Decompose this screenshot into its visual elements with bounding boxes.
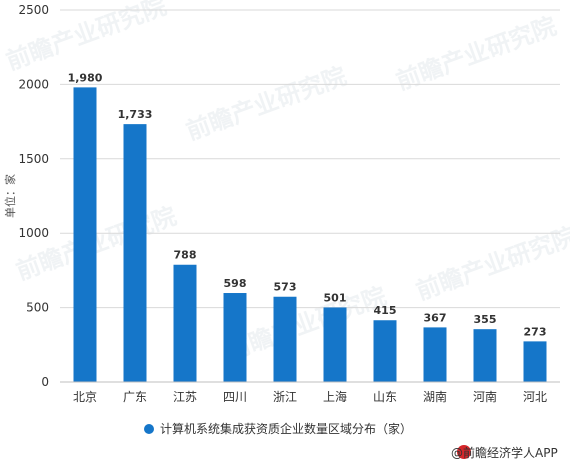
x-tick-label: 河南 — [473, 389, 497, 404]
x-tick-label: 浙江 — [273, 390, 297, 404]
source-credit: @前瞻经济学人APP — [451, 445, 558, 460]
x-tick-label: 江苏 — [173, 390, 197, 404]
data-label: 273 — [524, 325, 547, 338]
data-label: 415 — [374, 304, 397, 317]
x-axis-ticks: 北京 广东 江苏 四川 浙江 上海 山东 湖南 河南 河北 — [73, 389, 547, 404]
y-tick-label: 0 — [41, 375, 49, 389]
y-axis-label: 单位：家 — [3, 174, 17, 218]
data-label: 788 — [174, 249, 197, 262]
y-tick-label: 2500 — [18, 3, 49, 17]
source-text: @前瞻经济学人APP — [451, 445, 558, 460]
x-tick-label: 河北 — [523, 390, 547, 404]
y-tick-label: 1500 — [18, 152, 49, 166]
bars — [73, 87, 547, 382]
data-label: 367 — [424, 311, 447, 324]
bar — [123, 124, 147, 382]
watermark-text: 前瞻产业研究院 — [182, 62, 349, 146]
data-label: 1,733 — [118, 108, 153, 121]
legend: 计算机系统集成获资质企业数量区域分布（家） — [144, 421, 412, 436]
qianzhan-logo-icon — [457, 445, 471, 459]
watermark-text: 前瞻产业研究院 — [222, 282, 389, 366]
x-tick-label: 四川 — [223, 390, 247, 404]
data-labels: 1,980 1,733 788 598 573 501 415 367 355 273 — [68, 71, 547, 338]
y-tick-label: 1000 — [18, 226, 49, 240]
x-tick-label: 湖南 — [423, 389, 447, 404]
y-axis-ticks: 0 500 1000 1500 2000 2500 — [18, 3, 49, 389]
watermark-text: 前瞻产业研究院 — [412, 222, 570, 306]
bar — [223, 293, 247, 382]
bar — [173, 264, 197, 382]
bar — [323, 307, 347, 382]
data-label: 1,980 — [68, 71, 103, 84]
x-tick-label: 北京 — [73, 390, 97, 404]
legend-label: 计算机系统集成获资质企业数量区域分布（家） — [160, 421, 412, 436]
bar — [373, 320, 397, 382]
data-label: 598 — [224, 277, 247, 290]
bar — [73, 87, 97, 382]
bar — [423, 327, 447, 382]
y-tick-label: 500 — [26, 301, 49, 315]
legend-marker — [144, 424, 154, 434]
watermark-text: 前瞻产业研究院 — [392, 12, 559, 96]
bar — [523, 341, 547, 382]
x-tick-label: 广东 — [123, 390, 147, 404]
data-label: 355 — [474, 313, 497, 326]
bar — [473, 329, 497, 382]
data-label: 573 — [274, 281, 297, 294]
bar — [273, 296, 297, 382]
y-tick-label: 2000 — [18, 77, 49, 91]
x-tick-label: 上海 — [323, 389, 347, 404]
x-tick-label: 山东 — [373, 390, 397, 404]
data-label: 501 — [324, 291, 347, 304]
